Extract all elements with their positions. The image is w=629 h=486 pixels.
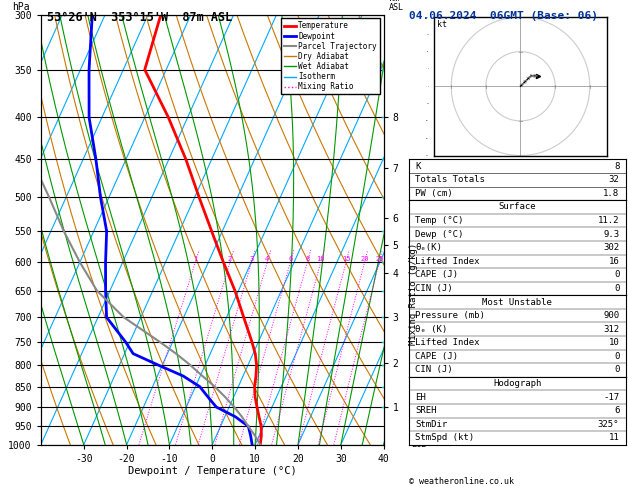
Text: hPa: hPa xyxy=(13,2,30,12)
Text: kt: kt xyxy=(437,20,447,30)
Legend: Temperature, Dewpoint, Parcel Trajectory, Dry Adiabat, Wet Adiabat, Isotherm, Mi: Temperature, Dewpoint, Parcel Trajectory… xyxy=(281,18,380,94)
Text: CIN (J): CIN (J) xyxy=(415,284,453,293)
Text: 9.3: 9.3 xyxy=(603,229,620,239)
Text: 10: 10 xyxy=(316,256,325,262)
Text: 1.8: 1.8 xyxy=(603,189,620,198)
Text: Totals Totals: Totals Totals xyxy=(415,175,485,184)
Text: LCL: LCL xyxy=(411,440,426,449)
Text: 10: 10 xyxy=(609,338,620,347)
Text: 6: 6 xyxy=(288,256,292,262)
Text: CAPE (J): CAPE (J) xyxy=(415,352,459,361)
Text: 3: 3 xyxy=(249,256,253,262)
Text: 0: 0 xyxy=(614,365,620,375)
Text: -17: -17 xyxy=(603,393,620,401)
Text: 32: 32 xyxy=(609,175,620,184)
Text: Hodograph: Hodograph xyxy=(493,379,542,388)
Text: 1: 1 xyxy=(193,256,198,262)
Text: 302: 302 xyxy=(603,243,620,252)
Text: Dewp (°C): Dewp (°C) xyxy=(415,229,464,239)
Text: 6: 6 xyxy=(614,406,620,415)
Text: θₑ (K): θₑ (K) xyxy=(415,325,448,334)
Text: 11.2: 11.2 xyxy=(598,216,620,225)
Text: 20: 20 xyxy=(360,256,369,262)
X-axis label: Dewpoint / Temperature (°C): Dewpoint / Temperature (°C) xyxy=(128,467,297,476)
Text: 04.06.2024  06GMT (Base: 06): 04.06.2024 06GMT (Base: 06) xyxy=(409,11,598,21)
Text: Temp (°C): Temp (°C) xyxy=(415,216,464,225)
Text: K: K xyxy=(415,162,421,171)
Text: 15: 15 xyxy=(342,256,350,262)
Text: Most Unstable: Most Unstable xyxy=(482,297,552,307)
Text: Pressure (mb): Pressure (mb) xyxy=(415,311,485,320)
Text: CAPE (J): CAPE (J) xyxy=(415,270,459,279)
Text: Mixing Ratio (g/kg): Mixing Ratio (g/kg) xyxy=(409,243,418,345)
Text: PW (cm): PW (cm) xyxy=(415,189,453,198)
Text: 0: 0 xyxy=(614,352,620,361)
Text: StmSpd (kt): StmSpd (kt) xyxy=(415,434,474,442)
Text: 25: 25 xyxy=(375,256,384,262)
Text: 2: 2 xyxy=(228,256,232,262)
Text: © weatheronline.co.uk: © weatheronline.co.uk xyxy=(409,477,514,486)
Text: 325°: 325° xyxy=(598,420,620,429)
Text: SREH: SREH xyxy=(415,406,437,415)
Text: CIN (J): CIN (J) xyxy=(415,365,453,375)
Text: Surface: Surface xyxy=(499,203,536,211)
Text: 11: 11 xyxy=(609,434,620,442)
Text: 0: 0 xyxy=(614,270,620,279)
Text: 53°26'N  353°15'W  87m ASL: 53°26'N 353°15'W 87m ASL xyxy=(47,11,233,24)
Text: EH: EH xyxy=(415,393,426,401)
Text: 900: 900 xyxy=(603,311,620,320)
Text: Lifted Index: Lifted Index xyxy=(415,257,480,266)
Text: 312: 312 xyxy=(603,325,620,334)
Text: 16: 16 xyxy=(609,257,620,266)
Text: Lifted Index: Lifted Index xyxy=(415,338,480,347)
Text: θₑ(K): θₑ(K) xyxy=(415,243,442,252)
Text: 4: 4 xyxy=(265,256,269,262)
Text: StmDir: StmDir xyxy=(415,420,448,429)
Text: 8: 8 xyxy=(614,162,620,171)
Text: 8: 8 xyxy=(305,256,309,262)
Text: km
ASL: km ASL xyxy=(389,0,404,12)
Text: 0: 0 xyxy=(614,284,620,293)
